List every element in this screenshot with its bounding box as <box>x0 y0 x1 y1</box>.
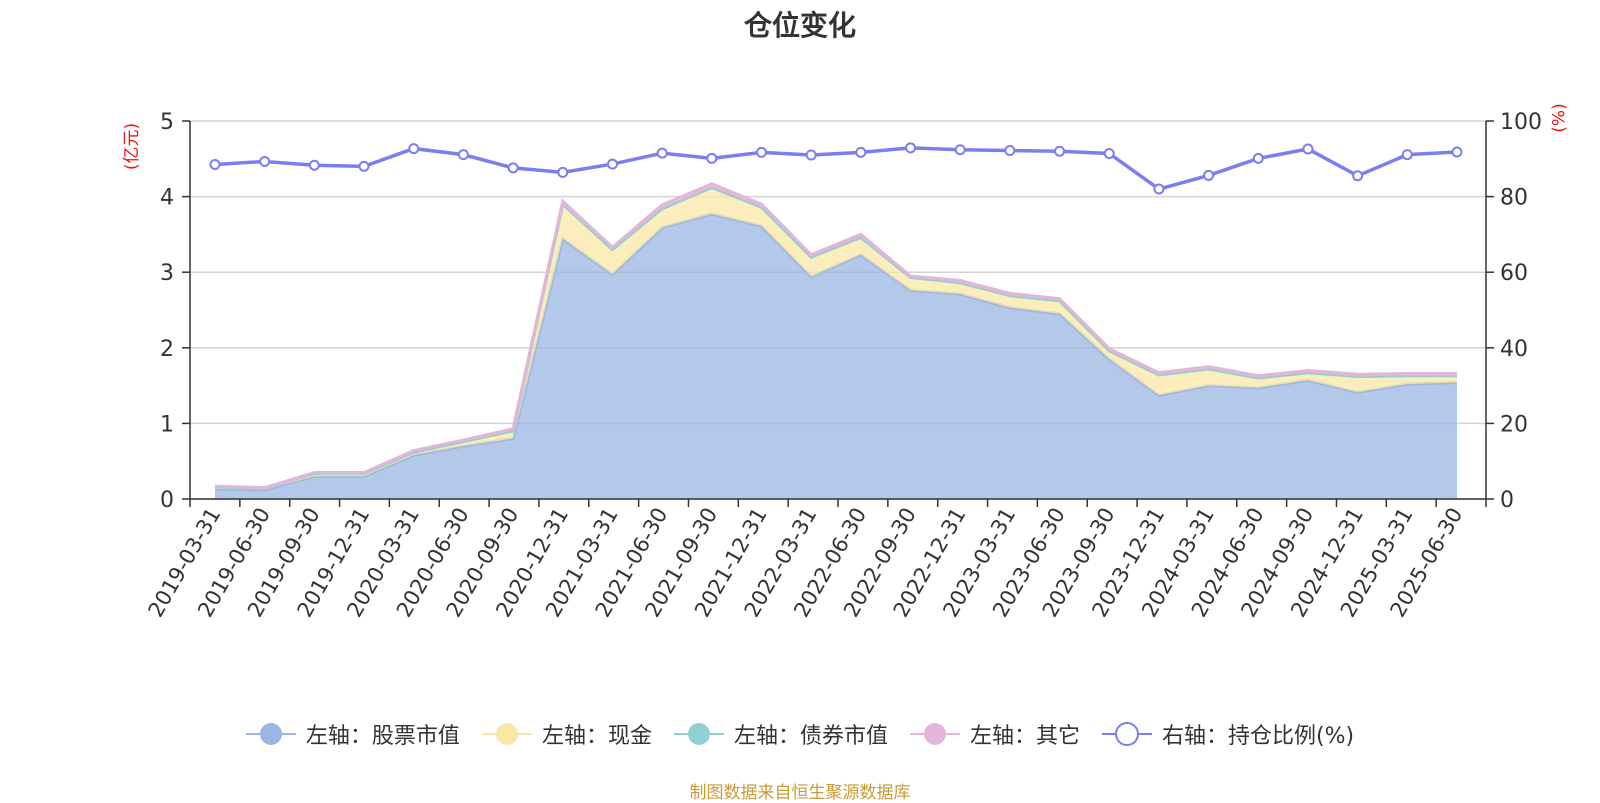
position-ratio-point <box>706 152 718 164</box>
position-ratio-point <box>905 142 917 154</box>
position-ratio-point <box>1401 149 1413 161</box>
area-左轴：股票市值 <box>215 213 1457 499</box>
position-ratio-point <box>805 149 817 161</box>
position-ratio-point <box>1103 148 1115 160</box>
left-axis-tick-label: 0 <box>160 488 174 513</box>
legend-item[interactable]: 左轴：债券市值 <box>673 718 888 750</box>
position-ratio-point <box>408 143 420 155</box>
right-axis-tick-label: 40 <box>1500 337 1528 362</box>
position-ratio-point <box>1451 146 1463 158</box>
position-ratio-point <box>1252 152 1264 164</box>
legend-label: 左轴：其它 <box>969 724 1080 749</box>
legend-item[interactable]: 左轴：股票市值 <box>245 718 460 750</box>
legend-item[interactable]: 左轴：现金 <box>481 718 652 750</box>
position-ratio-point <box>1004 144 1016 156</box>
source-note: 制图数据来自恒生聚源数据库 <box>689 783 911 803</box>
right-axis-tick-label: 60 <box>1500 261 1528 286</box>
legend-item[interactable]: 右轴：持仓比例(%) <box>1101 718 1355 750</box>
position-ratio-point <box>557 166 569 178</box>
position-ratio-point <box>507 162 519 174</box>
position-ratio-point <box>358 160 370 172</box>
position-ratio-point <box>457 149 469 161</box>
position-ratio-point <box>308 159 320 171</box>
left-axis-tick-label: 5 <box>160 110 174 135</box>
position-ratio-point <box>1352 170 1364 182</box>
right-axis-tick-label: 100 <box>1500 110 1542 135</box>
legend-swatch-icon <box>673 723 724 745</box>
right-axis-tick-label: 20 <box>1500 412 1528 437</box>
right-axis-tick-label: 80 <box>1500 186 1528 211</box>
legend: 左轴：股票市值 左轴：现金 左轴：债券市值 左轴：其它 右轴：持仓比例(%) <box>0 718 1600 750</box>
chart-canvas: 0123450204060801002019-03-312019-06-3020… <box>144 110 1542 621</box>
position-ratio-point <box>755 146 767 158</box>
legend-label: 左轴：股票市值 <box>305 724 460 749</box>
position-ratio-point <box>259 155 271 167</box>
position-ratio-point <box>209 158 221 170</box>
position-ratio-point <box>606 158 618 170</box>
legend-swatch-icon <box>1101 722 1152 746</box>
position-ratio-point <box>855 146 867 158</box>
legend-label: 左轴：现金 <box>541 724 652 749</box>
position-ratio-point <box>656 147 668 159</box>
left-axis-tick-label: 2 <box>160 337 174 362</box>
position-ratio-point <box>954 144 966 156</box>
position-ratio-point <box>1203 169 1215 181</box>
position-ratio-line <box>214 146 1458 191</box>
left-axis-tick-label: 4 <box>160 186 174 211</box>
left-axis-tick-label: 1 <box>160 412 174 437</box>
position-ratio-point <box>1302 143 1314 155</box>
right-axis-tick-label: 0 <box>1500 488 1514 513</box>
legend-swatch-icon <box>481 723 532 745</box>
legend-swatch-icon <box>245 723 296 745</box>
position-ratio-point <box>1054 145 1066 157</box>
legend-label: 左轴：债券市值 <box>733 724 888 749</box>
legend-item[interactable]: 左轴：其它 <box>909 718 1080 750</box>
left-axis-tick-label: 3 <box>160 261 174 286</box>
position-ratio-point <box>1153 183 1165 195</box>
chart-title: 仓位变化 <box>743 9 856 42</box>
legend-swatch-icon <box>909 723 960 745</box>
area-line-左轴：其它 <box>214 182 1457 490</box>
legend-label: 右轴：持仓比例(%) <box>1161 724 1355 749</box>
